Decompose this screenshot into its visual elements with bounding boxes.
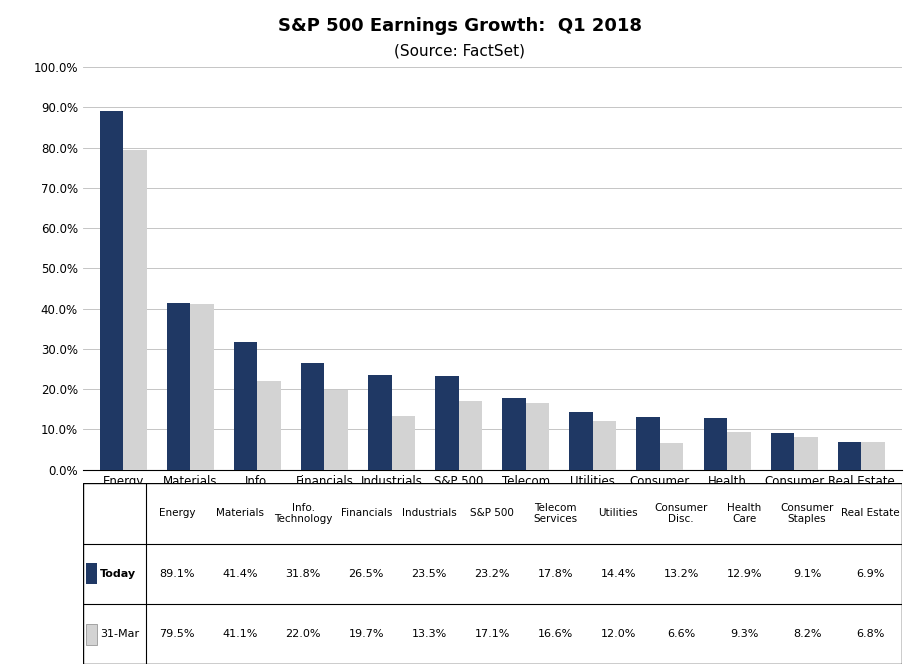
Text: 12.9%: 12.9%	[726, 569, 761, 578]
Bar	[166, 303, 190, 470]
Bar	[636, 417, 659, 470]
Bar	[368, 375, 391, 470]
Bar	[85, 563, 97, 584]
Bar	[435, 376, 459, 470]
Bar	[726, 432, 750, 470]
Bar	[391, 416, 414, 470]
Text: 9.3%: 9.3%	[729, 629, 757, 639]
Text: 31-Mar: 31-Mar	[99, 629, 139, 639]
Text: 6.9%: 6.9%	[855, 569, 883, 578]
Bar	[324, 391, 347, 470]
Bar	[592, 421, 616, 470]
Text: 12.0%: 12.0%	[600, 629, 635, 639]
Text: 41.1%: 41.1%	[222, 629, 257, 639]
Bar	[233, 342, 257, 470]
Text: 41.4%: 41.4%	[222, 569, 257, 578]
Bar	[525, 403, 549, 470]
Text: 23.2%: 23.2%	[474, 569, 509, 578]
Bar	[793, 437, 817, 470]
Bar	[459, 401, 482, 470]
Text: Consumer
Staples: Consumer Staples	[779, 503, 833, 524]
Bar	[99, 111, 123, 470]
Text: 19.7%: 19.7%	[348, 629, 383, 639]
Text: Materials: Materials	[216, 509, 264, 518]
Text: 13.3%: 13.3%	[411, 629, 447, 639]
Text: Industrials: Industrials	[402, 509, 456, 518]
Text: 89.1%: 89.1%	[159, 569, 195, 578]
Bar	[860, 442, 884, 470]
Text: 8.2%: 8.2%	[792, 629, 821, 639]
Text: Real Estate: Real Estate	[840, 509, 899, 518]
Text: 17.8%: 17.8%	[537, 569, 573, 578]
Bar	[85, 623, 97, 645]
Text: 22.0%: 22.0%	[285, 629, 321, 639]
Text: Info.
Technology: Info. Technology	[274, 503, 332, 524]
Bar	[502, 398, 525, 470]
Text: 26.5%: 26.5%	[348, 569, 383, 578]
Bar	[837, 442, 860, 470]
Bar	[257, 381, 280, 470]
Text: 16.6%: 16.6%	[537, 629, 573, 639]
Bar	[703, 418, 726, 470]
Text: Energy: Energy	[159, 509, 196, 518]
Text: 23.5%: 23.5%	[411, 569, 447, 578]
Text: 9.1%: 9.1%	[792, 569, 821, 578]
Text: 17.1%: 17.1%	[474, 629, 509, 639]
Text: Today: Today	[99, 569, 136, 578]
Text: Consumer
Disc.: Consumer Disc.	[653, 503, 707, 524]
Text: Financials: Financials	[340, 509, 391, 518]
Text: 31.8%: 31.8%	[285, 569, 321, 578]
Bar	[569, 412, 592, 470]
Text: Utilities: Utilities	[597, 509, 637, 518]
Text: 14.4%: 14.4%	[600, 569, 635, 578]
Text: (Source: FactSet): (Source: FactSet)	[394, 44, 525, 58]
Text: 79.5%: 79.5%	[159, 629, 195, 639]
Bar	[770, 433, 793, 470]
Bar	[123, 150, 146, 470]
Bar	[659, 443, 683, 470]
Text: S&P 500: S&P 500	[470, 509, 514, 518]
Bar	[301, 363, 324, 470]
Text: 6.8%: 6.8%	[855, 629, 883, 639]
Bar	[190, 304, 213, 470]
Text: Telecom
Services: Telecom Services	[532, 503, 576, 524]
Text: 13.2%: 13.2%	[663, 569, 698, 578]
Text: Health
Care: Health Care	[726, 503, 760, 524]
Text: 6.6%: 6.6%	[666, 629, 695, 639]
Text: S&P 500 Earnings Growth:  Q1 2018: S&P 500 Earnings Growth: Q1 2018	[278, 17, 641, 35]
